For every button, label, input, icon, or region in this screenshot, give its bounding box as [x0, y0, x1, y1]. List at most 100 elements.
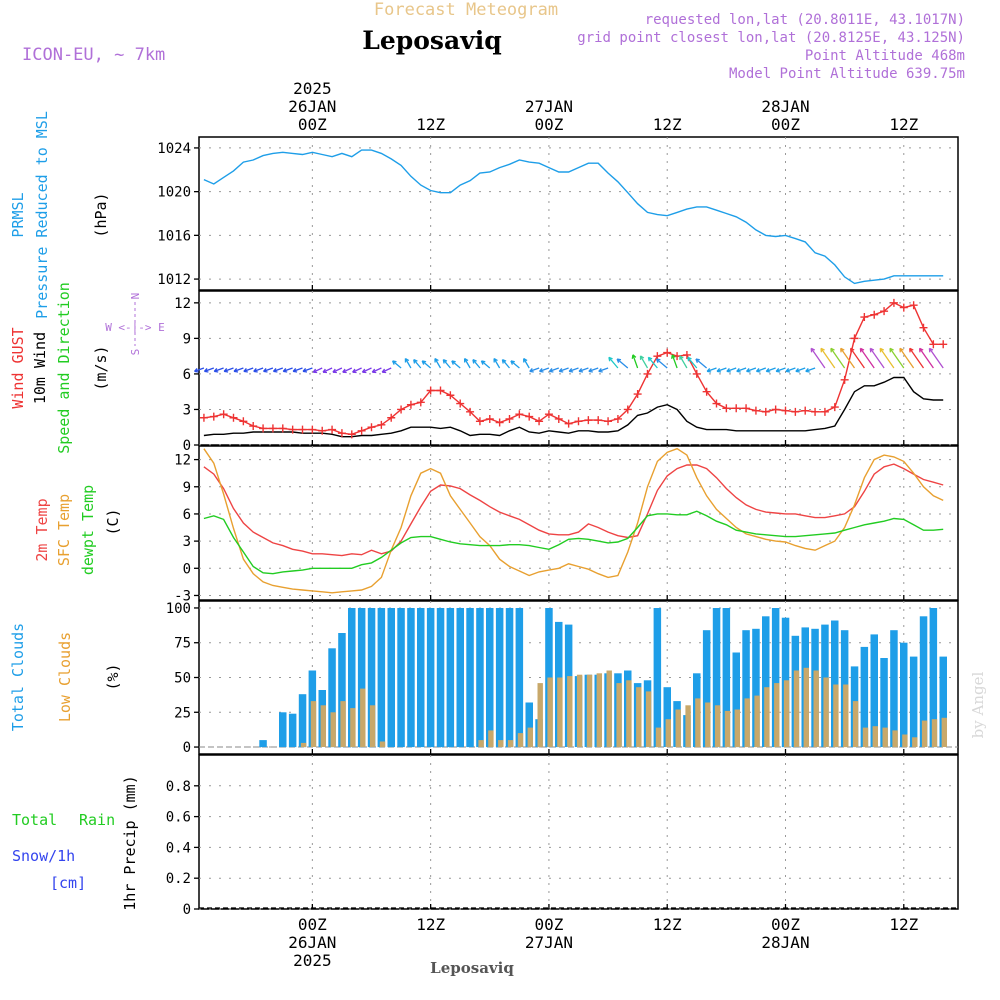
wind-arrow: [820, 347, 836, 369]
data-point: [426, 386, 435, 395]
data-point: [889, 298, 898, 307]
data-point: [939, 340, 948, 349]
bar: [397, 608, 405, 748]
bar: [823, 677, 829, 747]
series-line: [203, 376, 944, 438]
label-dewpt-temp: dewpt Temp: [79, 485, 97, 575]
data-point: [328, 425, 337, 434]
bottom-time-label: 00Z: [298, 915, 327, 934]
y-tick-label: 100: [166, 601, 191, 617]
bar: [831, 620, 839, 748]
bar: [744, 698, 750, 748]
compass-rose: N W <-|-> E S: [105, 293, 165, 356]
bar: [369, 705, 376, 747]
bar: [685, 705, 691, 747]
data-point: [594, 416, 603, 425]
y-tick-label: 1012: [157, 272, 191, 288]
label-wind-10m: 10m Wind: [31, 332, 49, 404]
series-line: [203, 149, 944, 285]
wind-arrow: [194, 367, 205, 373]
top-time-label: 12Z: [889, 115, 918, 134]
wind-arrow: [899, 347, 915, 369]
data-point: [337, 429, 346, 438]
series-sfc-temp: [203, 447, 944, 594]
bar: [734, 709, 740, 748]
bar: [357, 608, 366, 748]
point-altitude: Point Altitude 468m: [805, 48, 965, 64]
wind-arrow: [755, 367, 767, 373]
bar: [505, 608, 514, 748]
data-point: [663, 348, 672, 357]
data-point: [377, 420, 386, 429]
bar: [507, 740, 514, 748]
wind-arrow: [203, 367, 215, 373]
wind-arrow: [463, 357, 471, 369]
y-tick-label: 0: [183, 740, 191, 756]
wind-arrow: [312, 367, 323, 374]
label-prmsl-unit: (hPa): [92, 192, 110, 237]
bar: [762, 616, 770, 747]
series-prmsl: [203, 149, 944, 285]
y-tick-label: 9: [183, 331, 191, 347]
wind-arrow: [332, 367, 343, 374]
label-wind-speed-dir: Speed and Direction: [55, 282, 73, 454]
data-point: [682, 350, 691, 359]
label-2m-temp: 2m Temp: [33, 498, 51, 561]
data-point: [456, 399, 465, 408]
bar: [417, 608, 425, 748]
series-line: [203, 510, 944, 575]
wind-arrow: [795, 367, 806, 373]
wind-arrow: [292, 367, 303, 373]
wind-arrow: [879, 347, 895, 369]
data-point: [357, 426, 366, 435]
y-tick-label: 9: [183, 480, 191, 496]
data-point: [801, 406, 810, 415]
y-tick-label: 0.4: [166, 840, 191, 856]
model-altitude: Model Point Altitude 639.75m: [729, 66, 965, 82]
data-point: [771, 405, 780, 414]
compass-n: N: [129, 293, 142, 300]
data-point: [515, 410, 524, 419]
bar: [774, 683, 780, 748]
wind-arrow: [548, 367, 560, 373]
bar: [752, 628, 760, 747]
data-point: [249, 422, 258, 431]
bar: [663, 687, 671, 747]
wind-arrow: [687, 356, 698, 369]
bar: [860, 646, 869, 747]
wind-arrow: [493, 357, 501, 369]
series-line: [203, 447, 944, 594]
wind-arrow: [213, 367, 224, 373]
bar: [732, 652, 740, 748]
bar: [586, 674, 593, 747]
y-tick-label: 3: [183, 534, 191, 550]
y-tick-label: -3: [174, 588, 191, 604]
data-point: [367, 423, 376, 432]
wind-arrow: [523, 357, 530, 369]
y-tick-label: 12: [174, 296, 191, 312]
series-wind-gust: [199, 298, 948, 439]
panel-1: 1012 1016 1020 1024: [157, 136, 959, 291]
y-tick-label: 3: [183, 402, 191, 418]
wind-arrow: [391, 360, 402, 369]
bar: [714, 705, 721, 747]
bottom-time-label: 27JAN: [525, 933, 573, 952]
y-tick-label: 12: [174, 453, 191, 469]
series-line: [203, 301, 944, 436]
bar: [900, 642, 908, 747]
bar: [426, 608, 435, 748]
panel-5: 0 0.2 0.4 0.6 0.8: [166, 754, 959, 918]
top-time-label: 12Z: [416, 115, 445, 134]
series-low-clouds: [300, 667, 947, 748]
label-low-clouds: Low Clouds: [56, 632, 74, 722]
label-total: Total: [12, 811, 57, 829]
bar: [833, 684, 839, 748]
bar: [764, 687, 770, 747]
wind-arrow: [746, 367, 757, 373]
data-point: [860, 313, 869, 322]
bar: [379, 741, 386, 748]
data-point: [840, 375, 849, 384]
panel-frame: [198, 136, 959, 291]
bar: [466, 608, 474, 748]
